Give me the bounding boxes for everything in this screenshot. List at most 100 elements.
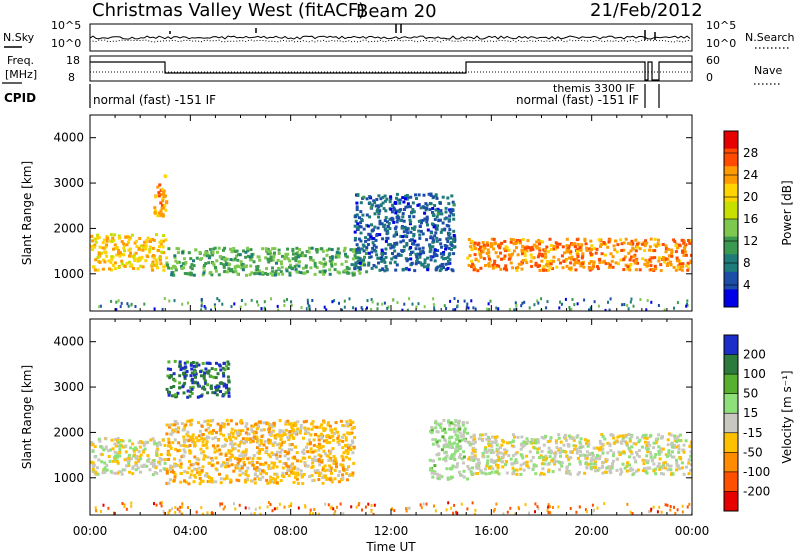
- velocity-cell: [659, 450, 663, 454]
- power-cell: [431, 212, 435, 216]
- velocity-cell: [197, 470, 201, 474]
- velocity-cell: [90, 460, 94, 464]
- power-cell: [545, 306, 548, 310]
- power-cell: [423, 261, 427, 265]
- velocity-cell: [690, 463, 692, 467]
- velocity-cell: [428, 458, 432, 462]
- velocity-cell: [265, 472, 268, 476]
- velocity-cell: [516, 435, 520, 439]
- power-cell: [377, 212, 381, 215]
- velocity-cell: [193, 370, 197, 374]
- velocity-cell: [213, 450, 217, 454]
- power-cell: [687, 239, 690, 242]
- velocity-cell: [660, 510, 663, 514]
- power-cell: [266, 257, 270, 261]
- power-cell: [456, 304, 459, 308]
- power-cell: [639, 298, 642, 301]
- velocity-cell: [274, 478, 278, 482]
- velocity-cell: [565, 455, 569, 458]
- power-cell: [689, 239, 692, 243]
- velocity-cell: [627, 447, 631, 450]
- power-cell: [418, 253, 422, 257]
- velocity-cell: [151, 437, 155, 441]
- velocity-cell: [193, 473, 197, 477]
- power-cell: [621, 303, 624, 307]
- power-cell: [151, 268, 155, 272]
- power-cell: [577, 259, 580, 263]
- velocity-cell: [253, 512, 256, 515]
- power-cell: [433, 204, 437, 207]
- power-cell: [336, 270, 340, 274]
- power-cell: [430, 222, 434, 226]
- velocity-cell: [554, 452, 558, 456]
- velocity-cell: [468, 455, 472, 459]
- power-cell: [313, 264, 317, 268]
- power-cell: [648, 248, 652, 252]
- velocity-cell: [204, 367, 208, 371]
- velocity-cell: [101, 471, 105, 475]
- power-cell: [389, 207, 393, 211]
- velocity-cell: [457, 421, 461, 425]
- y-tick-label: 3000: [53, 176, 84, 190]
- power-cell: [216, 297, 219, 301]
- velocity-cell: [155, 444, 159, 448]
- velocity-cell: [586, 510, 588, 513]
- velocity-cell: [165, 471, 169, 475]
- power-cell: [396, 217, 400, 221]
- velocity-cell: [462, 429, 466, 433]
- velocity-cell: [258, 444, 262, 447]
- power-cell: [597, 304, 600, 308]
- velocity-cell: [131, 442, 135, 446]
- velocity-cell: [220, 421, 224, 425]
- power-cell: [559, 300, 561, 304]
- velocity-cell: [334, 510, 337, 514]
- velocity-cell: [295, 451, 299, 455]
- velocity-cell: [547, 468, 551, 472]
- power-cell: [246, 249, 250, 253]
- power-cell: [365, 197, 369, 201]
- velocity-cell: [185, 370, 189, 373]
- power-cell: [305, 250, 309, 253]
- velocity-cell: [312, 443, 316, 447]
- velocity-cell: [290, 443, 294, 446]
- power-cell: [384, 228, 388, 231]
- power-cell: [536, 255, 540, 259]
- velocity-cell: [525, 437, 529, 441]
- velocity-cell: [621, 434, 625, 438]
- power-cell: [482, 243, 486, 247]
- power-cell: [641, 257, 645, 261]
- velocity-cell: [637, 449, 641, 452]
- power-cell: [632, 259, 636, 263]
- velocity-cell: [436, 472, 439, 476]
- power-cell: [248, 255, 252, 259]
- velocity-cell: [500, 443, 504, 447]
- velocity-cell: [313, 449, 317, 453]
- power-cell: [444, 247, 448, 251]
- velocity-cell: [655, 437, 659, 441]
- velocity-cell: [256, 439, 260, 443]
- velocity-cell: [184, 423, 188, 427]
- power-cell: [520, 249, 524, 253]
- velocity-cell: [286, 465, 290, 469]
- velocity-cell: [229, 478, 233, 482]
- power-cell: [155, 233, 158, 237]
- power-cell: [122, 246, 126, 250]
- velocity-cell: [497, 472, 501, 476]
- freq-frame: [89, 55, 693, 82]
- power-cell: [406, 231, 410, 235]
- power-cell: [281, 254, 284, 258]
- power-cell: [250, 253, 254, 257]
- power-cell: [206, 254, 210, 258]
- power-cell: [508, 308, 511, 311]
- power-cell: [383, 269, 387, 273]
- velocity-cell: [551, 470, 555, 474]
- power-cell: [465, 305, 468, 309]
- power-cell: [378, 222, 382, 226]
- velocity-cell: [238, 459, 242, 463]
- power-cell: [414, 262, 418, 266]
- power-cell: [584, 242, 588, 246]
- power-cell: [176, 261, 179, 265]
- power-cell: [244, 255, 248, 259]
- velocity-cell: [462, 437, 466, 441]
- power-cell: [561, 266, 565, 270]
